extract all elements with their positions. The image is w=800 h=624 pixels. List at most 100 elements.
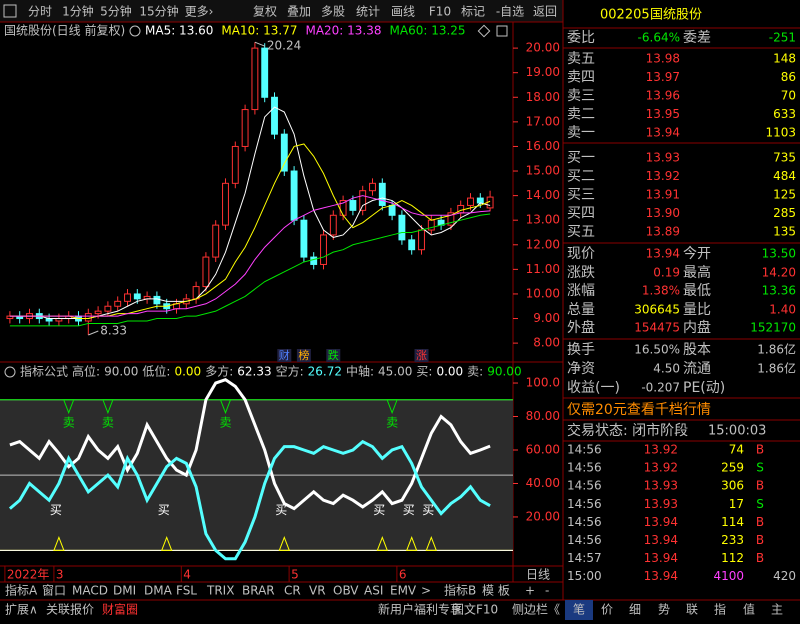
status-button[interactable]: 图文F10 (452, 602, 498, 617)
candle-body (133, 293, 141, 300)
indicator-tab[interactable]: - (545, 584, 549, 598)
indicator-tab[interactable]: OBV (333, 584, 359, 598)
panel-tab[interactable]: 笔 (573, 602, 585, 617)
settings-icon[interactable] (129, 25, 141, 37)
event-marker-bg[interactable] (296, 349, 311, 362)
indicator-tab[interactable]: EMV (390, 584, 417, 598)
y-tick-label: 40.00 (526, 476, 560, 490)
menu-icon[interactable] (3, 4, 17, 18)
stat-label: 股本 (683, 342, 711, 358)
indicator-tab[interactable]: TRIX (206, 584, 234, 598)
y-tick-label: 17.00 (526, 114, 560, 128)
panel-tab[interactable]: 主 (771, 603, 783, 617)
order-price: 13.89 (646, 225, 680, 239)
candle-body (359, 190, 367, 211)
toolbar-button[interactable]: 画线 (391, 5, 415, 19)
order-label: 卖二 (567, 107, 595, 123)
tick-volume: 233 (721, 533, 744, 547)
candle-body (261, 47, 269, 98)
label: 委比 (567, 30, 595, 46)
buy-label: 买 (422, 503, 434, 517)
indicator-line (8, 439, 491, 561)
x-tick-label: 5 (291, 568, 299, 582)
indicator-tab[interactable]: > (421, 584, 431, 598)
status-button[interactable]: 财富圈 (102, 602, 138, 617)
candle-body (94, 310, 102, 315)
panel-tab[interactable]: 势 (658, 603, 670, 617)
order-price: 13.95 (646, 107, 680, 121)
panel-tab[interactable]: 指 (714, 602, 726, 617)
tick-side: S (756, 497, 764, 511)
candle-body (290, 170, 298, 221)
status-button[interactable]: 关联报价 (46, 602, 94, 617)
toolbar-button[interactable]: 15分钟 (139, 4, 178, 19)
toolbar-button[interactable]: 1分钟 (62, 4, 94, 19)
indicator-tab[interactable]: 指标B (444, 583, 476, 598)
diamond-icon[interactable] (477, 24, 491, 38)
status-button[interactable]: 扩展∧ (5, 603, 38, 617)
candle-body (104, 305, 112, 312)
toolbar-button[interactable]: 叠加 (287, 5, 311, 19)
indicator-tab[interactable]: 窗口 (42, 584, 66, 598)
indicator-tab[interactable]: MACD (72, 584, 108, 598)
tick-price: 13.93 (644, 497, 678, 511)
indicator-tab[interactable]: 模 板 (482, 584, 510, 598)
toolbar-button[interactable]: 复权 (253, 5, 277, 19)
indicator-tab[interactable]: FSL (176, 584, 197, 598)
indicator-tab[interactable]: 指标A (5, 583, 38, 598)
indicator-tab[interactable]: VR (309, 584, 326, 598)
content: 分时 1分钟 5分钟 15分钟 更多› 复权 叠加 多股 统计 画线 F10 标记 -自选 返回国统股份(… (0, 4, 800, 617)
settings-icon[interactable] (4, 366, 16, 378)
toolbar-button[interactable]: 分时 (28, 5, 52, 19)
panel-tab[interactable]: 值 (743, 602, 755, 617)
order-volume: 1103 (765, 126, 796, 140)
stat-label: 收益(一) (567, 380, 620, 396)
candle-body (300, 219, 308, 258)
tick-time: 14:56 (567, 497, 602, 511)
status-button[interactable]: 侧边栏《 (512, 602, 560, 617)
event-marker-bg[interactable] (277, 349, 292, 362)
toolbar-button[interactable]: 更多› (185, 5, 214, 19)
toolbar-button[interactable]: F10 (429, 5, 451, 19)
param-name: 卖: (467, 365, 483, 379)
candle-body (476, 197, 484, 204)
toolbar-button[interactable]: 统计 (356, 5, 380, 19)
status-button[interactable]: 新用户福利专享 (378, 602, 462, 617)
event-marker[interactable]: 涨 (416, 349, 427, 362)
indicator-tab[interactable]: BRAR (242, 584, 275, 598)
legend-entry: MA10: 13.77 (221, 24, 297, 38)
order-volume: 735 (773, 151, 796, 165)
promo[interactable]: 仅需20元查看千档行情 (567, 402, 711, 418)
indicator-tab[interactable]: ASI (364, 584, 383, 598)
event-marker[interactable]: 财 (279, 348, 290, 362)
candle-body (378, 182, 386, 206)
annotation-line (88, 330, 99, 336)
period-label[interactable]: 日线 (526, 568, 550, 582)
panel-tab[interactable]: 细 (629, 603, 641, 617)
panel-tab[interactable]: 联 (686, 603, 698, 617)
window-icon[interactable] (496, 25, 508, 37)
moving-average-line (9, 143, 491, 320)
indicator-tab[interactable]: CR (284, 584, 301, 598)
event-marker-bg[interactable] (326, 349, 341, 362)
value: -6.64% (638, 31, 680, 45)
buy-signal (278, 536, 291, 551)
toolbar-button[interactable]: 多股 (321, 5, 345, 19)
y-tick-label: 13.00 (526, 213, 560, 227)
indicator-tab[interactable]: + (525, 584, 535, 598)
tick-volume: 306 (721, 479, 744, 493)
stat-label: 流通 (683, 361, 711, 377)
indicator-tab[interactable]: DMA (144, 584, 173, 598)
toolbar-button[interactable]: 5分钟 (100, 4, 132, 19)
indicator-tab[interactable]: DMI (113, 584, 136, 598)
order-price: 13.93 (646, 151, 680, 165)
toolbar-button[interactable]: 标记 (461, 5, 485, 19)
event-marker-bg[interactable] (414, 349, 429, 362)
toolbar-button[interactable]: 返回 (533, 5, 557, 19)
tick-time: 14:56 (567, 461, 602, 475)
panel-tab[interactable]: 价 (601, 603, 613, 617)
toolbar-button[interactable]: -自选 (496, 5, 524, 19)
event-marker[interactable]: 榜 (298, 348, 309, 362)
tick-price: 13.93 (644, 479, 678, 493)
event-marker[interactable]: 跌 (328, 348, 339, 362)
